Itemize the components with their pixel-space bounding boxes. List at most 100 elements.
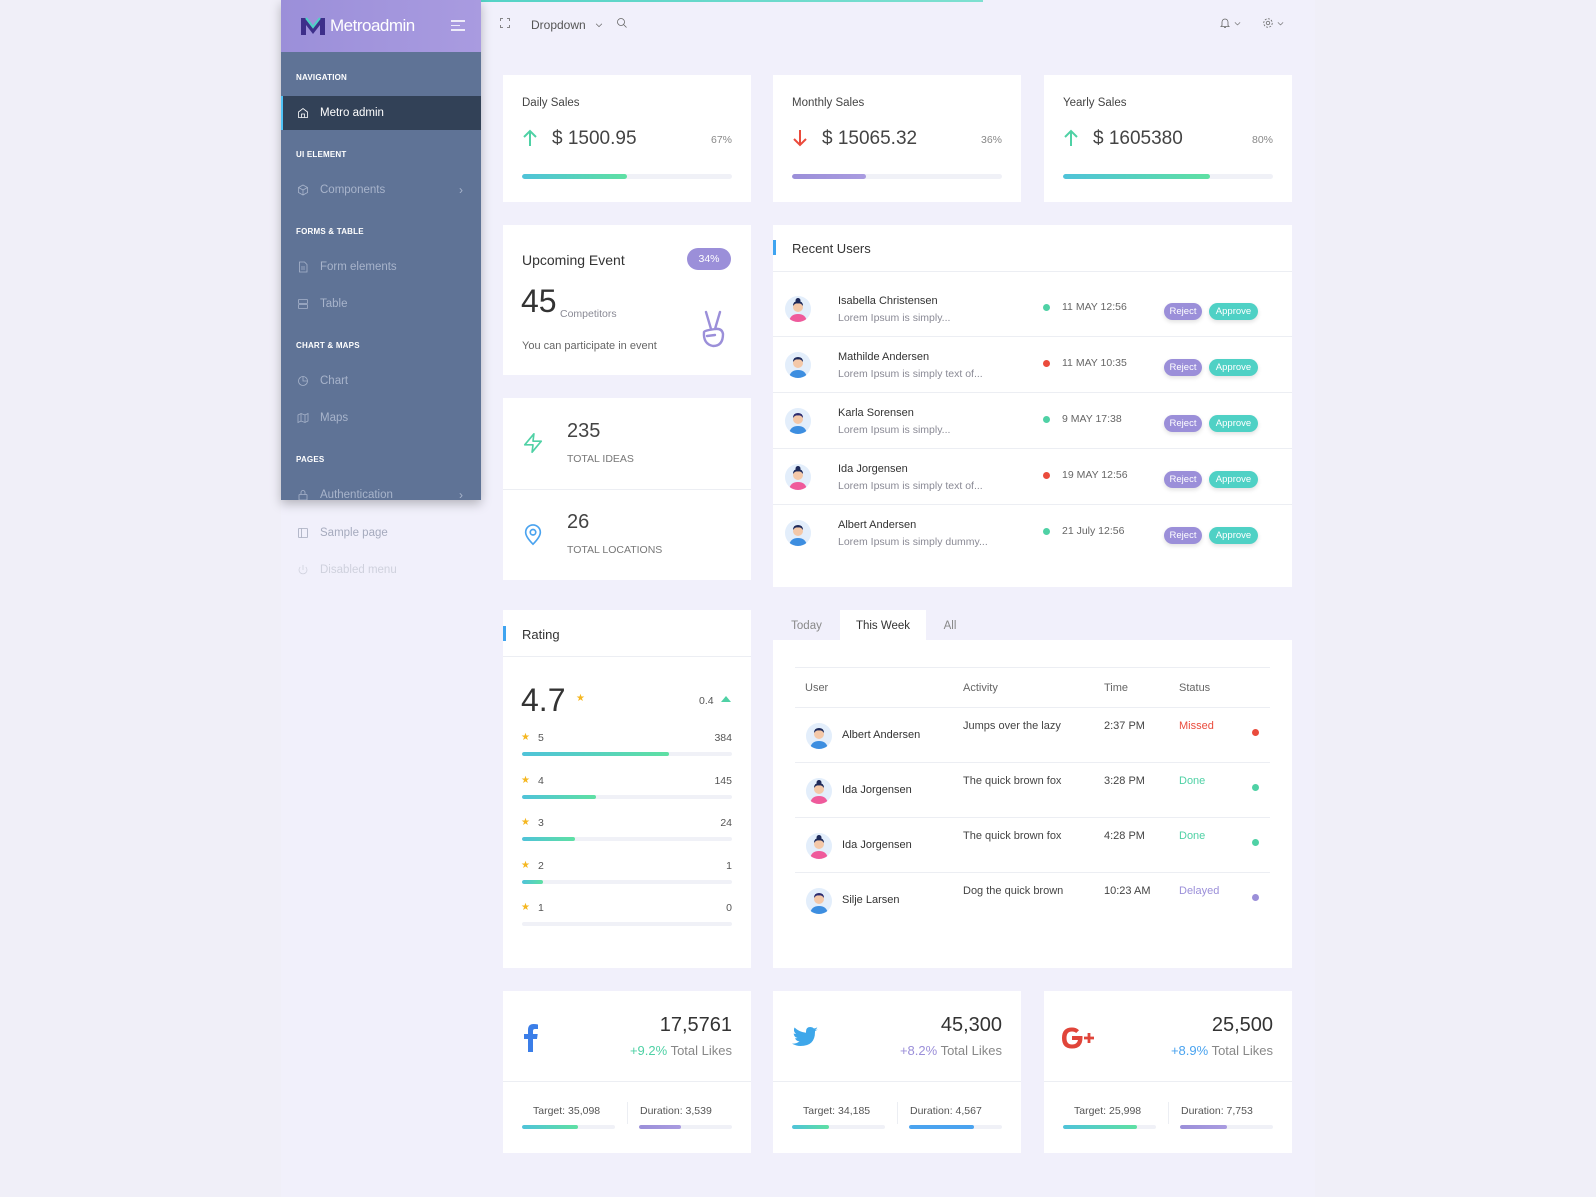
activity-text: Dog the quick brown	[963, 885, 1064, 897]
file-icon	[299, 261, 308, 273]
sidebar-section-navigation: NAVIGATION	[296, 73, 348, 82]
search-button[interactable]	[616, 17, 628, 29]
approve-button[interactable]: Approve	[1209, 471, 1258, 488]
sidebar-item-sample-page[interactable]: Sample page	[281, 518, 481, 548]
sidebar-item-chart[interactable]: Chart	[281, 364, 481, 398]
divider	[795, 667, 1270, 668]
rating-progress-fill	[522, 837, 575, 841]
tab-all[interactable]: All	[943, 619, 957, 632]
activity-user: Silje Larsen	[842, 894, 900, 906]
sidebar-item-metro-admin[interactable]: Metro admin	[281, 96, 481, 130]
activity-time: 10:23 AM	[1104, 885, 1151, 897]
approve-button[interactable]: Approve	[1209, 359, 1258, 376]
tab-today[interactable]: Today	[791, 619, 822, 632]
header-dropdown[interactable]: Dropdown	[531, 18, 604, 32]
table-row[interactable]: Silje Larsen Dog the quick brown 10:23 AM D…	[795, 873, 1270, 928]
recent-users-title: Recent Users	[792, 241, 871, 256]
star-icon: ★	[521, 817, 530, 828]
event-count: 45	[521, 283, 557, 319]
approve-button[interactable]: Approve	[1209, 415, 1258, 432]
activity-text: Jumps over the lazy	[963, 720, 1061, 732]
google-plus-icon[interactable]	[1061, 1026, 1097, 1055]
notifications-button[interactable]	[1219, 17, 1242, 29]
rating-stars: 5	[538, 732, 544, 744]
user-name: Isabella Christensen	[838, 295, 938, 307]
sidebar-item-authentication[interactable]: Authentication ›	[281, 478, 481, 500]
target-progress-fill	[1063, 1125, 1138, 1129]
menu-toggle-icon[interactable]	[451, 20, 465, 34]
social-total: 45,300	[940, 1014, 1002, 1036]
arrow-up-icon	[1064, 129, 1078, 146]
sales-progress-fill	[792, 174, 866, 179]
activity-user: Ida Jorgensen	[842, 839, 912, 851]
sales-progress-fill	[522, 174, 627, 179]
zap-icon	[523, 433, 543, 453]
activity-user: Ida Jorgensen	[842, 784, 912, 796]
sidebar-item-label: Components	[320, 184, 386, 196]
table-row[interactable]: Ida Jorgensen The quick brown fox 3:28 PM D…	[795, 763, 1270, 818]
avatar	[806, 778, 832, 804]
sales-percent: 80%	[1251, 134, 1273, 146]
rating-progress-fill	[522, 879, 543, 884]
reject-button[interactable]: Reject	[1164, 359, 1202, 376]
approve-button[interactable]: Approve	[1209, 303, 1258, 320]
social-target: Target: 25,998	[1074, 1105, 1142, 1117]
reject-button[interactable]: Reject	[1164, 471, 1202, 488]
sidebar-section-ui-element: UI ELEMENT	[296, 150, 347, 159]
divider	[1168, 1102, 1169, 1124]
sales-title: Daily Sales	[522, 97, 580, 109]
duration-progress	[639, 1125, 732, 1129]
sales-card: Monthly Sales $ 15065.32 36%	[773, 75, 1021, 202]
chevron-right-icon: ›	[459, 183, 463, 197]
rating-progress	[522, 922, 732, 926]
sales-amount: $ 1605380	[1093, 128, 1183, 149]
twitter-icon[interactable]	[791, 1026, 819, 1055]
facebook-icon[interactable]	[521, 1022, 539, 1057]
sidebar-item-components[interactable]: Components ›	[281, 173, 481, 207]
search-icon	[617, 18, 627, 28]
sales-amount: $ 1500.95	[552, 128, 637, 149]
target-progress	[792, 1125, 885, 1129]
target-progress-fill	[522, 1125, 578, 1129]
sidebar-icon	[298, 528, 308, 538]
social-growth-line: +8.9% Total Likes	[1171, 1043, 1273, 1058]
tab-this-week[interactable]: This Week	[840, 610, 926, 641]
lock-icon	[298, 490, 308, 500]
sidebar-section-pages: PAGES	[296, 455, 325, 464]
approve-button[interactable]: Approve	[1209, 527, 1258, 544]
fullscreen-button[interactable]	[499, 17, 511, 29]
rating-progress-fill	[522, 794, 596, 799]
event-title: Upcoming Event	[522, 252, 625, 268]
stat-value: 26	[567, 511, 590, 533]
reject-button[interactable]: Reject	[1164, 527, 1202, 544]
table-row[interactable]: Ida Jorgensen The quick brown fox 4:28 PM D…	[795, 818, 1270, 873]
reject-button[interactable]: Reject	[1164, 415, 1202, 432]
recent-users-card: Recent Users Isabella Christensen Lorem I…	[773, 225, 1292, 587]
target-progress	[522, 1125, 615, 1129]
user-description: Lorem Ipsum is simply dummy...	[838, 536, 988, 548]
divider	[503, 1081, 751, 1082]
user-time: 9 MAY 17:38	[1062, 413, 1122, 425]
bell-icon	[1220, 18, 1230, 28]
rating-count: 384	[714, 732, 732, 744]
sales-progress	[1063, 174, 1273, 179]
status-dot	[1043, 304, 1050, 311]
settings-button[interactable]	[1262, 17, 1285, 29]
sidebar-item-form-elements[interactable]: Form elements	[281, 250, 481, 284]
event-count-label: Competitors	[560, 308, 617, 320]
sidebar-item-label: Authentication	[320, 489, 393, 500]
sidebar-item-table[interactable]: Table	[281, 287, 481, 321]
brand-logo-icon[interactable]	[299, 15, 327, 37]
reject-button[interactable]: Reject	[1164, 303, 1202, 320]
social-likes-label: Total Likes	[1211, 1043, 1273, 1058]
activity-text: The quick brown fox	[963, 830, 1062, 842]
social-growth: +9.2%	[629, 1043, 668, 1058]
rating-count: 24	[720, 817, 732, 829]
table-row[interactable]: Albert Andersen Jumps over the lazy 2:37 P…	[795, 708, 1270, 763]
duration-progress-fill	[1180, 1125, 1227, 1129]
power-icon	[298, 565, 308, 575]
social-card-twitter: 45,300 +8.2% Total Likes Target: 34,185 Dur…	[773, 991, 1021, 1153]
divider	[773, 271, 1292, 272]
sidebar-item-maps[interactable]: Maps	[281, 401, 481, 435]
sales-title: Monthly Sales	[792, 97, 865, 109]
